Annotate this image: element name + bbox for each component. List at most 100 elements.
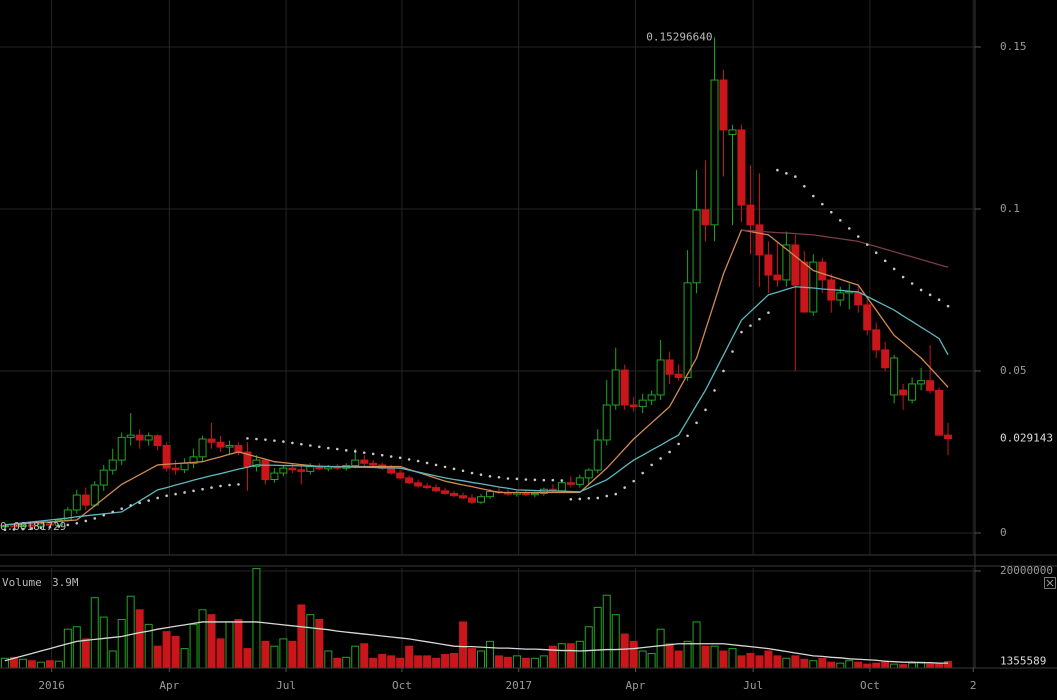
indicator-dot (713, 389, 716, 392)
moving-average (4, 229, 949, 526)
candle-body (279, 467, 288, 474)
volume-bar (252, 568, 261, 669)
candle-body (629, 404, 638, 408)
volume-bar (45, 660, 54, 669)
candle-body (890, 357, 899, 396)
indicator-dot (380, 453, 384, 457)
x-tick-label: Jul (276, 679, 296, 692)
indicator-dot (758, 317, 761, 321)
grid (0, 0, 975, 668)
indicator-dot (398, 456, 402, 460)
x-tick-label: Oct (392, 679, 412, 692)
indicator-dot (326, 446, 330, 450)
volume-bar (189, 623, 198, 669)
indicator-dot (102, 513, 106, 517)
x-tick-label: Oct (860, 679, 880, 692)
indicator-dot (497, 475, 501, 479)
y-tick-label: 0.1 (1000, 202, 1020, 215)
candle-body (485, 490, 494, 498)
indicator-dot (488, 474, 492, 478)
candle-body (593, 439, 602, 471)
indicator-dot (551, 478, 555, 482)
indicator-dot (57, 525, 61, 528)
indicator-dot (452, 467, 456, 471)
candle-body (441, 490, 450, 494)
candle-body (809, 261, 818, 313)
volume-bar (575, 640, 584, 669)
indicator-dot (677, 442, 680, 446)
indicator-dot (812, 194, 815, 198)
candle-body (836, 292, 845, 301)
indicator-dot (246, 437, 249, 440)
candle-body (36, 523, 45, 527)
indicator-dot (434, 463, 438, 467)
volume-bar (656, 628, 665, 669)
volume-bar (512, 655, 521, 669)
indicator-dot (75, 521, 79, 525)
moving-average (741, 229, 949, 268)
candle-body (899, 389, 908, 396)
candle-body (162, 444, 171, 469)
close-icon[interactable] (1044, 577, 1056, 589)
candle-body (719, 79, 728, 131)
indicator-dot (668, 450, 671, 454)
indicator-dot (883, 259, 887, 263)
candle-body (252, 459, 261, 468)
indicator-dot (30, 527, 34, 530)
indicator-dot (641, 471, 644, 475)
indicator-dot (156, 496, 159, 500)
volume-bar (494, 655, 503, 669)
close-icon-cross (1046, 579, 1054, 587)
indicator-dot (84, 519, 88, 523)
indicator-dot (407, 458, 411, 461)
volume-bar (584, 626, 593, 669)
volume-bar (450, 652, 459, 669)
indicator-dot (596, 496, 600, 500)
indicator-dot (174, 492, 177, 496)
candle-body (602, 404, 611, 441)
x-tick-label: Apr (159, 679, 179, 692)
indicator-dot (749, 324, 752, 327)
candle-body (261, 459, 270, 481)
candle-body (683, 282, 692, 378)
indicator-dot (461, 469, 465, 473)
volume-bar (360, 643, 369, 669)
volume-bar (746, 652, 755, 669)
indicator-dot (210, 486, 213, 489)
volume-bar (261, 640, 270, 669)
indicator-dot (66, 523, 70, 527)
indicator-dot (578, 497, 582, 501)
volume-bar (117, 619, 126, 669)
volume-tick-label: 20000000 (1000, 564, 1053, 577)
indicator-dot (264, 438, 267, 441)
indicator-dot (93, 517, 97, 520)
volume-bar (423, 655, 432, 669)
indicator-dot (291, 441, 294, 445)
indicator-dot (919, 288, 923, 292)
indicator-dot (928, 293, 932, 297)
indicator-dot (389, 455, 393, 458)
volume-average (4, 621, 949, 664)
indicator-dot (425, 461, 429, 465)
indicator-dot (192, 489, 195, 493)
volume-bar (72, 626, 81, 669)
candle-body (450, 492, 459, 497)
candle-body (728, 129, 737, 135)
volume-bar (27, 660, 36, 669)
volume-bar (800, 658, 809, 669)
candle-body (414, 482, 423, 487)
candle-body (27, 524, 36, 527)
candle-body (782, 244, 791, 281)
candle-body (476, 496, 485, 503)
candle-body (791, 244, 800, 286)
indicator-dot (821, 202, 824, 206)
volume-bar (593, 606, 602, 669)
candle-body (881, 349, 890, 369)
indicator-dot (910, 282, 914, 285)
candle-body (0, 525, 9, 528)
candle-body (908, 383, 917, 401)
indicator-dot (183, 491, 186, 494)
indicator-dot (48, 525, 52, 529)
indicator-dot (138, 501, 141, 505)
